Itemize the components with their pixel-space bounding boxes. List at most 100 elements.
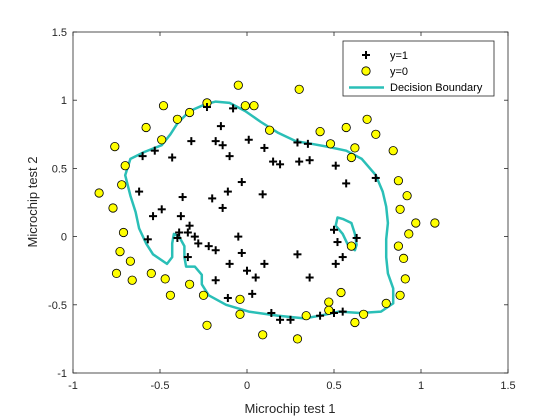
y1-point [187,137,196,146]
y1-point [338,307,347,316]
y1-point [248,289,257,298]
y1-point [293,250,302,259]
y1-point [183,228,192,237]
y1-point [258,190,267,199]
y1-point [138,152,147,161]
y0-point [395,204,405,214]
legend-circle-marker [361,66,371,76]
y0-point [400,274,410,284]
y1-point [211,246,220,255]
y0-point [371,129,381,139]
y1-point [237,178,246,187]
y1-point [202,103,211,112]
y0-point [350,143,360,153]
y1-point [175,228,184,237]
y-axis-label: Microchip test 2 [25,156,40,247]
y1-point [237,248,246,257]
y0-point [404,229,414,239]
y1-point [371,173,380,182]
x-tick-label: -0.5 [151,380,170,392]
y1-point [183,253,192,262]
y1-point [208,194,217,203]
y0-point [158,101,169,111]
y1-point [276,160,285,169]
decision-boundary-curve [123,100,395,320]
x-tick-label: 1.5 [500,380,515,392]
y1-point [225,152,234,161]
y1-point [295,157,304,166]
y1-point [305,273,314,282]
legend-plus-glyph [362,51,370,59]
y1-point [211,137,220,146]
y1-point [157,205,166,214]
y-tick-label: -1 [57,368,67,380]
y-tick-label: 1 [61,95,67,107]
y0-point [362,114,372,124]
axes-box [72,31,509,374]
y1-point [251,273,260,282]
y1-point [260,143,269,152]
y0-point [240,101,250,111]
y1-point [229,104,238,113]
y0-point [141,122,151,133]
y1-point [234,232,243,241]
y0-point [430,218,440,228]
y1-point [185,221,194,230]
y0-point [120,161,130,171]
y0-point [249,101,259,111]
y0-point [160,274,170,284]
y-axis-ticks: -1 -0.5 0 0.5 1 1.5 [48,27,508,380]
y0-point [324,297,334,307]
y0-point [398,253,409,263]
y1-point [316,311,325,320]
y0-points-layer [94,80,440,344]
y-tick-label: 0 [61,232,67,244]
y0-point [350,317,360,328]
y1-point [176,212,185,221]
y1-point [352,233,361,242]
y0-point [388,146,398,156]
y1-point [173,233,182,242]
y-tick-label: 1.5 [52,27,67,39]
y0-point [315,127,325,137]
y1-point [338,253,347,262]
y0-point [172,114,182,124]
y0-point [336,287,346,298]
y0-point [127,275,137,285]
y1-point [276,315,285,324]
y1-point [178,193,187,202]
y0-point [325,139,336,149]
y0-point [146,268,156,278]
y0-point [117,180,127,190]
y1-point [223,187,232,196]
y1-point [330,225,338,234]
y0-point [118,227,129,238]
y1-points-layer [135,103,380,324]
y0-point [185,279,195,289]
y0-point [402,191,412,201]
y1-point [330,308,338,317]
y1-point [305,156,314,165]
y0-point [125,256,135,266]
y0-point [346,152,356,163]
y0-point [157,135,167,145]
legend-label-decision-boundary: Decision Boundary [390,82,483,94]
x-tick-label: 1 [418,380,424,392]
y1-point [223,293,232,302]
legend-plus-marker [362,51,370,59]
y0-point [233,80,243,90]
y1-point [218,141,227,150]
legend-label-y1: y=1 [390,50,408,62]
y0-point [108,203,118,213]
y1-point [303,139,312,148]
y1-point [150,146,159,155]
x-axis-label: Microchip test 1 [244,401,335,416]
y0-point [94,188,104,198]
y1-point [293,138,302,147]
y0-point [111,268,122,278]
x-tick-label: -1 [68,380,78,392]
y1-point [143,235,152,244]
y1-point [269,157,278,166]
y1-point [244,135,253,144]
